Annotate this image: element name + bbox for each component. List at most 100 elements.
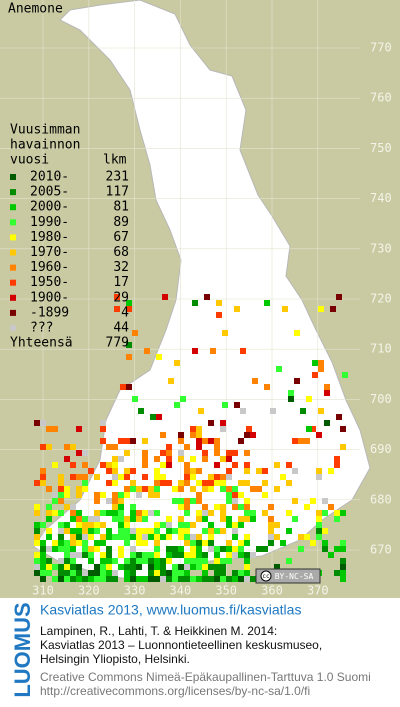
occurrence-square (166, 444, 172, 450)
occurrence-square (232, 486, 238, 492)
occurrence-square (154, 540, 160, 546)
occurrence-square (64, 492, 70, 498)
occurrence-square (70, 576, 76, 582)
occurrence-square (220, 558, 226, 564)
occurrence-square (214, 444, 220, 450)
occurrence-square (286, 462, 292, 468)
occurrence-square (340, 546, 346, 552)
occurrence-square (142, 486, 148, 492)
occurrence-square (208, 576, 214, 582)
occurrence-square (46, 486, 52, 492)
occurrence-square (124, 486, 130, 492)
occurrence-square (106, 564, 112, 570)
occurrence-square (136, 510, 142, 516)
occurrence-square (34, 420, 40, 426)
occurrence-square (154, 564, 160, 570)
occurrence-square (142, 534, 148, 540)
x-tick-label: 350 (215, 584, 237, 598)
occurrence-square (214, 504, 220, 510)
occurrence-square (64, 576, 70, 582)
occurrence-square (52, 498, 58, 504)
occurrence-square (184, 510, 190, 516)
occurrence-square (64, 552, 70, 558)
badge-box (255, 568, 321, 584)
legend-label: 1990- (30, 215, 69, 230)
occurrence-square (126, 306, 132, 312)
occurrence-square (292, 468, 298, 474)
occurrence-square (238, 522, 244, 528)
occurrence-square (34, 510, 40, 516)
occurrence-square (238, 546, 244, 552)
occurrence-square (76, 516, 82, 522)
occurrence-square (156, 354, 162, 360)
x-tick-label: 310 (32, 584, 54, 598)
occurrence-square (40, 468, 46, 474)
occurrence-square (226, 552, 232, 558)
occurrence-square (144, 348, 150, 354)
occurrence-square (190, 498, 196, 504)
occurrence-square (286, 558, 292, 564)
occurrence-square (70, 510, 76, 516)
occurrence-square (226, 522, 232, 528)
occurrence-square (334, 462, 340, 468)
occurrence-square (58, 492, 64, 498)
occurrence-square (196, 576, 202, 582)
occurrence-square (130, 468, 136, 474)
occurrence-square (70, 444, 76, 450)
occurrence-square (174, 402, 180, 408)
occurrence-square (40, 576, 46, 582)
occurrence-square (232, 576, 238, 582)
occurrence-square (232, 492, 238, 498)
occurrence-square (240, 408, 246, 414)
occurrence-square (232, 504, 238, 510)
occurrence-square (136, 576, 142, 582)
occurrence-square (340, 558, 346, 564)
occurrence-square (64, 522, 70, 528)
occurrence-square (202, 438, 208, 444)
occurrence-square (244, 570, 250, 576)
occurrence-square (202, 516, 208, 522)
occurrence-square (166, 534, 172, 540)
legend-swatch (10, 174, 16, 180)
occurrence-square (208, 528, 214, 534)
occurrence-square (340, 540, 346, 546)
occurrence-square (322, 546, 328, 552)
occurrence-square (40, 552, 46, 558)
citation-line: Lampinen, R., Lahti, T. & Heikkinen M. 2… (40, 624, 277, 638)
occurrence-square (166, 516, 172, 522)
occurrence-square (226, 450, 232, 456)
occurrence-square (132, 396, 138, 402)
occurrence-square (106, 576, 112, 582)
y-tick-label: 700 (370, 392, 392, 406)
occurrence-square (244, 504, 250, 510)
occurrence-square (148, 576, 154, 582)
occurrence-square (262, 468, 268, 474)
occurrence-square (94, 540, 100, 546)
occurrence-square (34, 558, 40, 564)
occurrence-square (160, 564, 166, 570)
x-tick-label: 360 (261, 584, 283, 598)
occurrence-square (178, 534, 184, 540)
y-tick-label: 690 (370, 442, 392, 456)
occurrence-square (136, 552, 142, 558)
occurrence-square (190, 432, 196, 438)
occurrence-square (222, 330, 228, 336)
occurrence-square (46, 504, 52, 510)
occurrence-square (46, 570, 52, 576)
occurrence-square (112, 558, 118, 564)
occurrence-square (94, 564, 100, 570)
occurrence-square (172, 498, 178, 504)
occurrence-square (154, 486, 160, 492)
occurrence-square (304, 534, 310, 540)
occurrence-square (40, 480, 46, 486)
occurrence-square (58, 528, 64, 534)
occurrence-square (52, 492, 58, 498)
occurrence-square (160, 450, 166, 456)
occurrence-square (52, 576, 58, 582)
occurrence-square (52, 426, 58, 432)
occurrence-square (112, 534, 118, 540)
occurrence-square (220, 546, 226, 552)
occurrence-square (154, 534, 160, 540)
occurrence-square (58, 480, 64, 486)
occurrence-square (40, 444, 46, 450)
